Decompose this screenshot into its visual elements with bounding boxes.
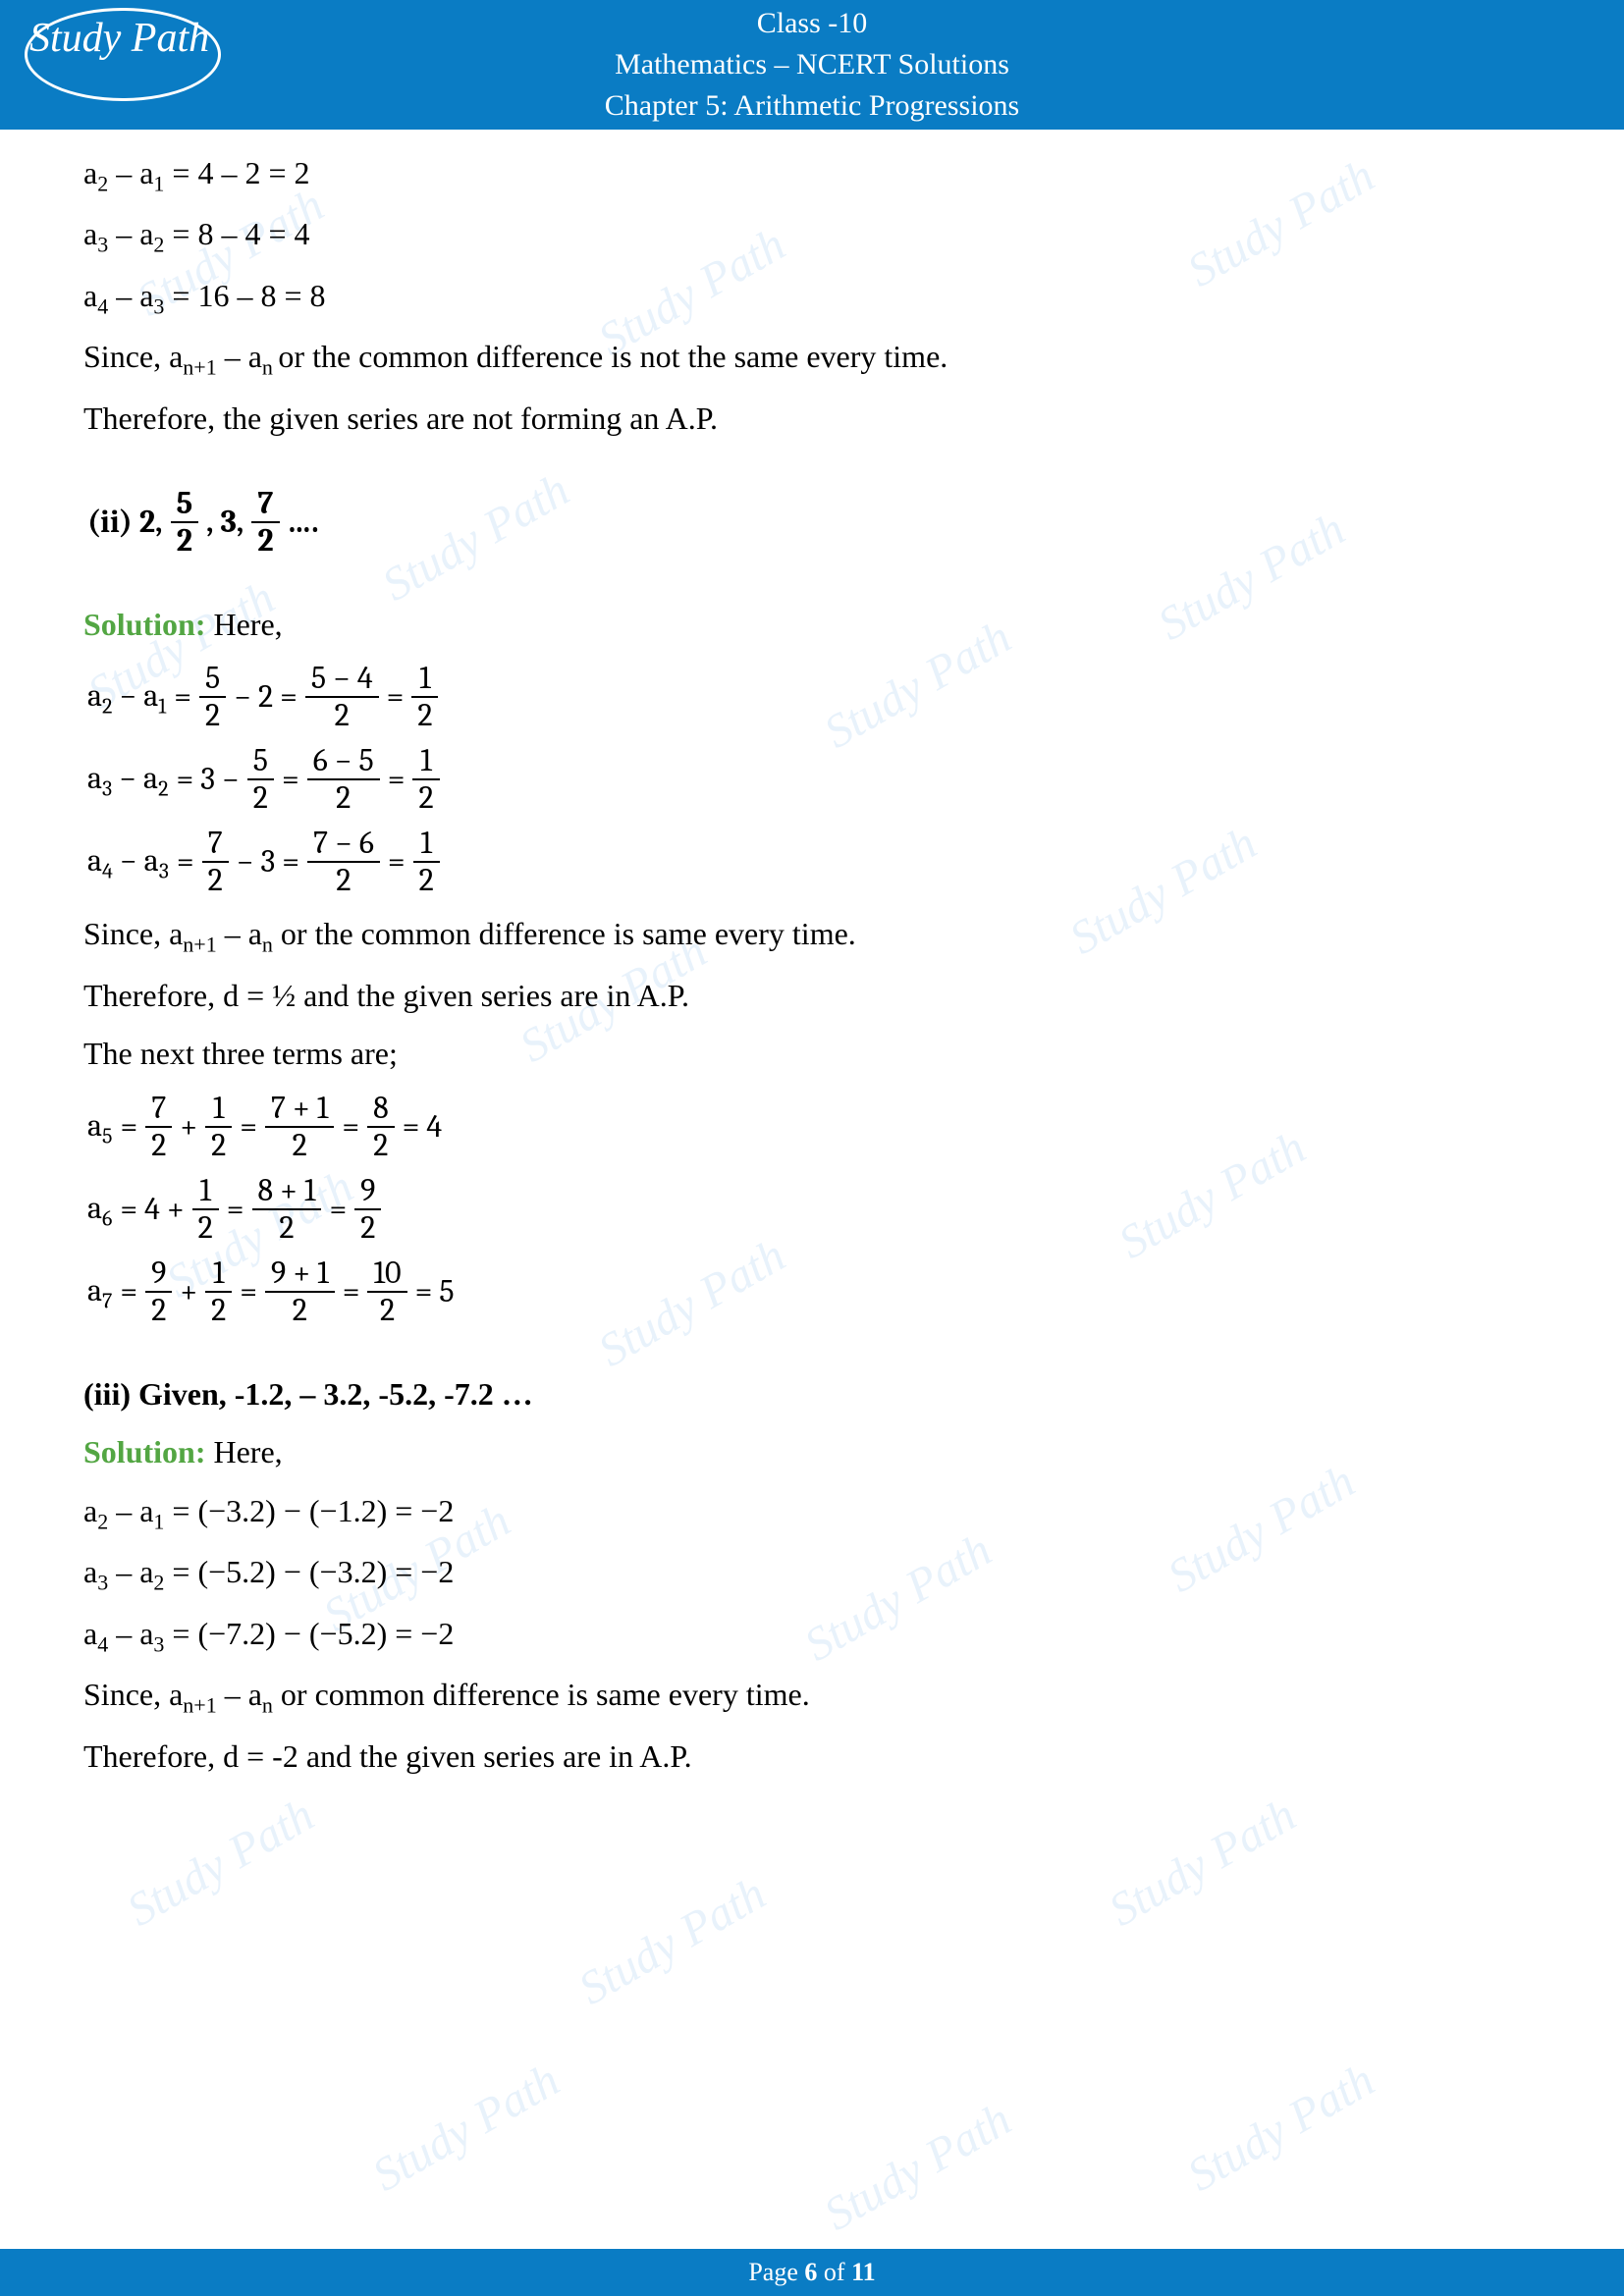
part-i-therefore: Therefore, the given series are not form… xyxy=(83,395,1541,444)
part-ii-eq2: a3 − a2 = 3 − 52 = 6 − 52 = 12 xyxy=(83,745,1541,814)
watermark-text: Study Path xyxy=(1178,2053,1383,2202)
part-iii-therefore: Therefore, d = -2 and the given series a… xyxy=(83,1733,1541,1782)
page-content: a2 – a1 = 4 – 2 = 2 a3 – a2 = 8 – 4 = 4 … xyxy=(0,130,1624,1782)
part-ii-eq1: a2 − a1 = 52 − 2 = 5 − 42 = 12 xyxy=(83,663,1541,731)
part-iii-line1: a2 – a1 = (−3.2) − (−1.2) = −2 xyxy=(83,1487,1541,1538)
page-footer: Page 6 of 11 xyxy=(0,2249,1624,2296)
watermark-text: Study Path xyxy=(1100,1788,1305,1937)
part-iii-solution: Solution: Here, xyxy=(83,1428,1541,1477)
part-ii-next3: The next three terms are; xyxy=(83,1030,1541,1079)
part-ii-solution: Solution: Here, xyxy=(83,601,1541,650)
part-i-line3: a4 – a3 = 16 – 8 = 8 xyxy=(83,272,1541,323)
part-iii-title: (iii) Given, -1.2, – 3.2, -5.2, -7.2 … xyxy=(83,1370,1541,1419)
part-ii-eq3: a4 − a3 = 72 − 3 = 7 − 62 = 12 xyxy=(83,828,1541,896)
logo-text: Study Path xyxy=(29,15,209,62)
page-header: Study Path Class -10 Mathematics – NCERT… xyxy=(0,0,1624,130)
watermark-text: Study Path xyxy=(569,1866,775,2015)
watermark-text: Study Path xyxy=(815,2092,1020,2241)
part-ii-a6: a6 = 4 + 12 = 8 + 12 = 92 xyxy=(83,1175,1541,1244)
header-chapter: Chapter 5: Arithmetic Progressions xyxy=(0,85,1624,127)
part-i-line1: a2 – a1 = 4 – 2 = 2 xyxy=(83,149,1541,200)
header-subject: Mathematics – NCERT Solutions xyxy=(0,44,1624,85)
watermark-text: Study Path xyxy=(363,2053,568,2202)
part-ii-since: Since, an+1 – an or the common differenc… xyxy=(83,910,1541,961)
part-i-line2: a3 – a2 = 8 – 4 = 4 xyxy=(83,210,1541,261)
part-i-since: Since, an+1 – an or the common differenc… xyxy=(83,333,1541,384)
part-iii-line2: a3 – a2 = (−5.2) − (−3.2) = −2 xyxy=(83,1548,1541,1599)
part-iii-since: Since, an+1 – an or common difference is… xyxy=(83,1671,1541,1722)
part-ii-a7: a7 = 92 + 12 = 9 + 12 = 102 = 5 xyxy=(83,1257,1541,1326)
part-ii-a5: a5 = 72 + 12 = 7 + 12 = 82 = 4 xyxy=(83,1093,1541,1161)
header-class: Class -10 xyxy=(0,3,1624,44)
part-ii-therefore: Therefore, d = ½ and the given series ar… xyxy=(83,972,1541,1021)
watermark-text: Study Path xyxy=(118,1788,323,1937)
part-iii-line3: a4 – a3 = (−7.2) − (−5.2) = −2 xyxy=(83,1610,1541,1661)
part-ii-title: (ii) 2, 52 , 3, 72 …. xyxy=(83,488,1541,557)
